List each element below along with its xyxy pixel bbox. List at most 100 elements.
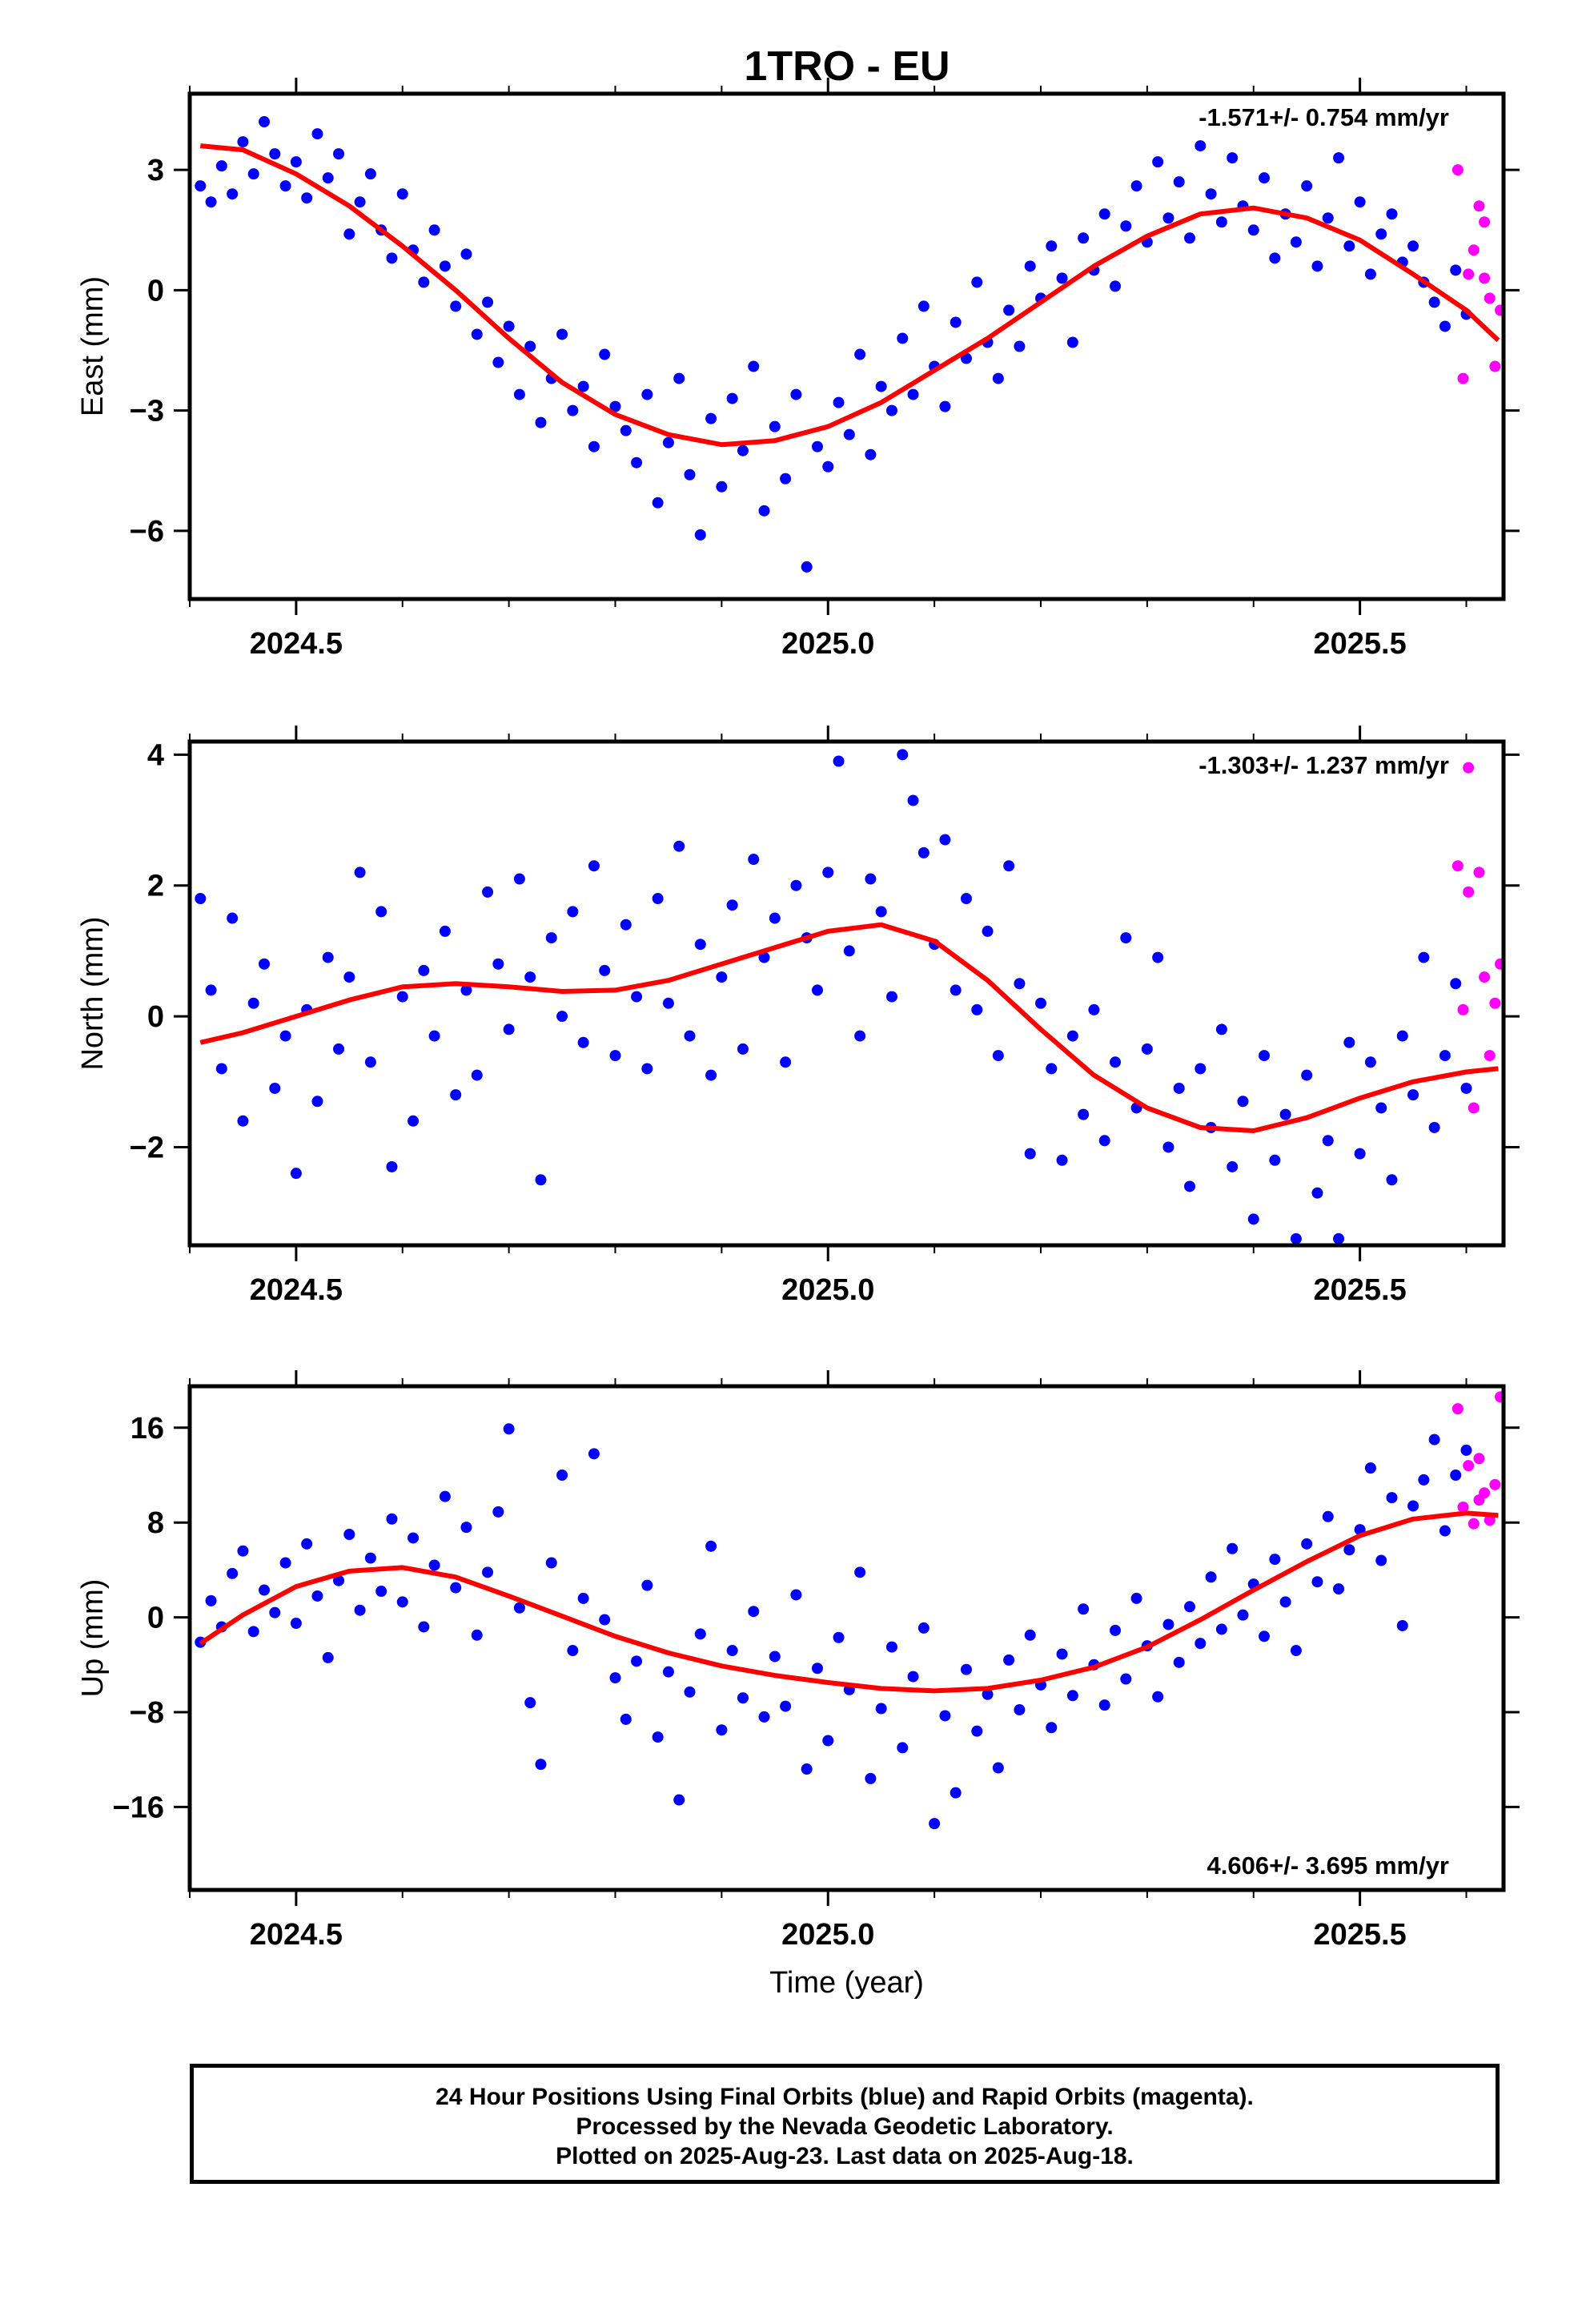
north-final-orbit-point: [1279, 1108, 1291, 1120]
east-data-group: [195, 116, 1504, 573]
north-final-orbit-point: [354, 866, 366, 879]
north-rapid-orbit-point: [1468, 1102, 1480, 1114]
east-final-orbit-point: [535, 416, 547, 428]
east-final-orbit-point: [992, 372, 1004, 384]
east-final-orbit-point: [205, 196, 217, 208]
up-x-tick-label: 2025.0: [781, 1918, 874, 1952]
north-panel: 2024.5 2025.0 2025.5 4 2 0 −2 North (mm) -1.303+…: [76, 726, 1520, 1307]
up-rapid-orbit-point: [1473, 1453, 1485, 1465]
east-final-orbit-point: [1290, 236, 1302, 248]
up-final-orbit-point: [375, 1586, 387, 1598]
up-final-orbit-point: [1046, 1722, 1058, 1734]
north-final-orbit-point: [1066, 1030, 1078, 1042]
east-final-orbit-point: [1269, 252, 1281, 264]
north-final-orbit-point: [694, 939, 706, 951]
east-final-orbit-point: [662, 436, 674, 448]
up-final-orbit-point: [620, 1713, 632, 1725]
east-final-orbit-point: [599, 348, 611, 360]
up-final-orbit-point: [716, 1724, 728, 1736]
east-final-orbit-point: [279, 180, 291, 192]
north-final-orbit-point: [396, 991, 408, 1003]
east-final-orbit-point: [1259, 172, 1271, 184]
north-final-orbit-point: [1343, 1036, 1355, 1048]
east-final-orbit-point: [939, 400, 951, 412]
north-final-orbit-point: [386, 1160, 398, 1172]
east-final-orbit-point: [1247, 224, 1259, 236]
up-final-orbit-point: [769, 1651, 781, 1663]
east-final-orbit-point: [1162, 212, 1174, 224]
up-final-orbit-point: [428, 1559, 440, 1571]
footer-line-3: Plotted on 2025-Aug-23. Last data on 202…: [556, 2143, 1134, 2169]
north-final-orbit-point: [482, 886, 494, 898]
east-final-orbit-point: [1364, 268, 1376, 280]
up-final-orbit-point: [259, 1584, 271, 1596]
north-final-orbit-point: [1247, 1213, 1259, 1225]
east-final-orbit-point: [227, 188, 239, 200]
east-final-orbit-point: [833, 396, 845, 408]
up-final-orbit-point: [1120, 1673, 1132, 1685]
up-final-orbit-point: [854, 1566, 866, 1578]
up-final-orbit-point: [684, 1686, 696, 1698]
up-final-orbit-point: [247, 1626, 259, 1638]
up-rapid-orbit-point: [1468, 1518, 1480, 1530]
east-final-orbit-point: [460, 248, 472, 260]
up-data-group: [195, 1391, 1504, 1830]
north-rapid-orbit-point: [1479, 971, 1491, 983]
up-final-orbit-point: [556, 1470, 568, 1481]
east-final-orbit-point: [1301, 180, 1313, 192]
north-final-orbit-point: [1014, 978, 1026, 990]
east-final-orbit-point: [1056, 272, 1068, 284]
east-final-orbit-point: [269, 148, 281, 160]
north-final-orbit-point: [1215, 1023, 1227, 1035]
north-rapid-orbit-point: [1463, 762, 1475, 774]
north-final-orbit-point: [460, 984, 472, 996]
north-final-orbit-point: [322, 951, 334, 963]
up-final-orbit-point: [1333, 1583, 1345, 1595]
north-final-orbit-point: [982, 925, 994, 937]
up-final-orbit-point: [1259, 1630, 1271, 1642]
north-final-orbit-point: [567, 906, 579, 918]
east-y-tick-label: −6: [130, 515, 164, 549]
north-final-orbit-point: [1407, 1089, 1419, 1101]
east-final-orbit-point: [418, 276, 430, 288]
east-final-orbit-point: [971, 276, 983, 288]
up-final-orbit-point: [545, 1557, 557, 1569]
east-final-orbit-point: [195, 180, 207, 192]
north-rate-annotation: -1.303+/- 1.237 mm/yr: [1199, 751, 1449, 779]
east-final-orbit-point: [790, 388, 802, 400]
north-final-orbit-point: [1056, 1154, 1068, 1166]
up-final-orbit-point: [1162, 1618, 1174, 1630]
east-final-orbit-point: [811, 440, 823, 452]
east-fit-curve: [200, 143, 1500, 448]
east-final-orbit-point: [567, 404, 579, 416]
up-final-orbit-point: [1396, 1619, 1408, 1631]
north-final-orbit-point: [1227, 1160, 1239, 1172]
north-final-orbit-point: [1386, 1174, 1398, 1186]
east-final-orbit-point: [822, 460, 834, 472]
east-final-orbit-point: [673, 372, 685, 384]
east-final-orbit-point: [1173, 176, 1185, 188]
up-rapid-orbit-point: [1452, 1403, 1464, 1415]
north-final-orbit-point: [1152, 951, 1164, 963]
east-final-orbit-point: [705, 412, 717, 424]
east-final-orbit-point: [1354, 196, 1366, 208]
north-final-orbit-point: [513, 873, 525, 885]
up-final-orbit-point: [1364, 1462, 1376, 1474]
east-y-tick-label: 3: [147, 154, 164, 187]
east-rapid-orbit-point: [1452, 164, 1464, 176]
north-final-orbit-point: [769, 912, 781, 924]
north-plot-frame: [187, 739, 1506, 1248]
east-final-orbit-point: [609, 400, 621, 412]
east-final-orbit-point: [865, 448, 877, 460]
up-rapid-orbit-point: [1463, 1460, 1475, 1472]
north-final-orbit-point: [716, 971, 728, 983]
east-rapid-orbit-point: [1463, 268, 1475, 280]
up-final-orbit-point: [588, 1448, 600, 1460]
east-final-orbit-point: [333, 148, 345, 160]
east-rapid-orbit-point: [1468, 244, 1480, 256]
north-final-orbit-point: [885, 991, 897, 1003]
up-final-orbit-point: [1460, 1444, 1472, 1456]
north-final-orbit-point: [705, 1069, 717, 1081]
up-final-orbit-point: [1407, 1500, 1419, 1512]
